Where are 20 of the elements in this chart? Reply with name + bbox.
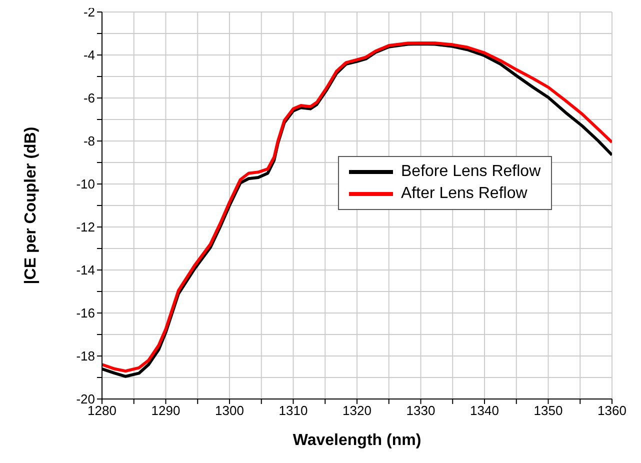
x-tick-label: 1290: [151, 403, 180, 418]
x-tick-label: 1350: [534, 403, 563, 418]
y-tick-label: -6: [83, 90, 95, 106]
x-tick-label: 1360: [598, 403, 626, 418]
y-tick-label: -16: [76, 306, 95, 321]
y-tick-label: -8: [83, 134, 95, 149]
x-tick-label: 1330: [406, 403, 436, 418]
y-tick-label: -14: [76, 262, 95, 278]
x-tick-label: 1340: [470, 403, 499, 418]
legend-label: After Lens Reflow: [401, 185, 528, 203]
y-tick-label: -4: [83, 48, 95, 63]
x-tick-label: 1310: [278, 403, 308, 418]
y-tick-label: -12: [76, 220, 95, 235]
x-axis-title: Wavelength (nm): [292, 432, 422, 449]
y-tick-label: -18: [76, 348, 95, 364]
y-tick-label: -10: [76, 176, 95, 192]
y-axis-title: |CE per Coupler (dB): [22, 126, 40, 284]
legend-label: Before Lens Reflow: [401, 163, 541, 181]
x-tick-label: 1320: [342, 403, 372, 418]
x-tick-label: 1300: [215, 403, 244, 418]
